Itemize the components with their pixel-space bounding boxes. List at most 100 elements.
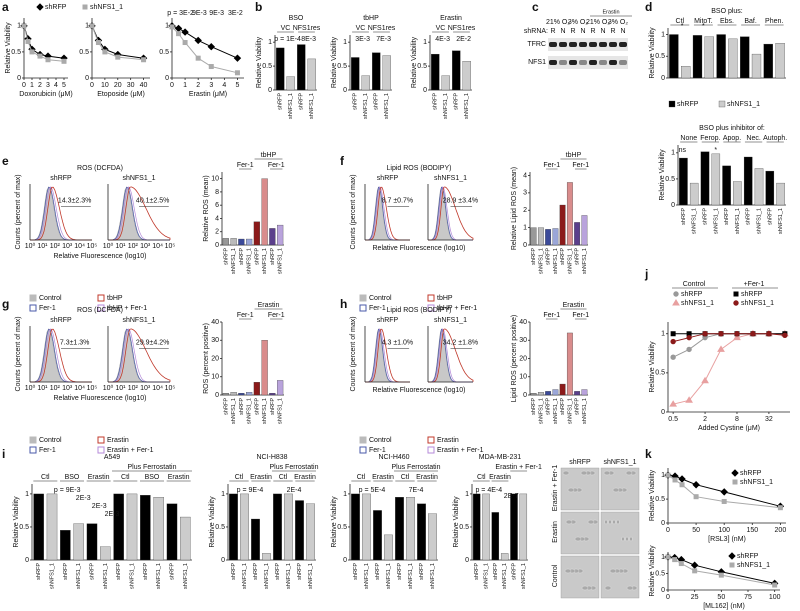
y-tick-label: 3 xyxy=(523,190,527,197)
annotation: 7E-3 xyxy=(376,36,391,43)
y-tick-label: 1 xyxy=(165,23,169,30)
category-label: shRFP xyxy=(397,563,403,580)
bar xyxy=(406,497,415,561)
y-tick-label: 1 xyxy=(343,491,347,498)
category-label: shRFP xyxy=(474,563,480,580)
flow-plot-name: shRFP xyxy=(377,175,399,182)
category-label: shRFP xyxy=(724,208,730,225)
bar xyxy=(679,157,688,206)
flow-treated xyxy=(428,328,474,383)
x-tick-label: 1 xyxy=(30,82,34,89)
x-tick-label: 100 xyxy=(769,594,781,601)
bar xyxy=(372,52,381,91)
y-tick-label: 10 xyxy=(211,175,219,182)
flow-x-tick: 10⁰ xyxy=(103,384,114,392)
y-axis-label: Relative Viability xyxy=(659,149,666,201)
y-tick-label: 10 xyxy=(519,374,527,381)
cell xyxy=(625,470,633,476)
category-label: shRFP xyxy=(275,563,281,580)
y-tick-label: 6 xyxy=(215,202,219,209)
marker xyxy=(686,346,692,353)
legend-label: Erastin + Fer-1 xyxy=(107,447,154,454)
marker xyxy=(670,338,676,345)
group-header: Erastin xyxy=(372,474,394,481)
category-label: shNFS1_1 xyxy=(502,563,508,589)
y-tick-label: 1 xyxy=(523,224,527,231)
group-header: Fer-1 xyxy=(543,312,560,319)
legend-swatch xyxy=(359,294,367,302)
bar xyxy=(240,493,249,561)
category-label: shNFS1_1 xyxy=(778,208,784,234)
micrograph-row: Erastin + Fer-1 xyxy=(552,465,559,512)
flow-x-tick: 10⁴ xyxy=(74,385,85,392)
legend-marker xyxy=(673,291,679,297)
bar xyxy=(763,43,773,79)
bar xyxy=(704,36,714,79)
flow-plot-name: shRFP xyxy=(50,317,72,324)
x-tick-label: 200 xyxy=(775,527,787,534)
x-axis-label: Erastin (μM) xyxy=(189,91,227,98)
y-tick-label: 1 xyxy=(17,23,21,30)
group-header: Fer-1 xyxy=(572,312,589,319)
annotation: p = 9E-4 xyxy=(237,487,264,494)
flow-plot-name: shNFS1_1 xyxy=(434,175,467,182)
annotation: * xyxy=(681,23,684,30)
category-label: shRFP xyxy=(143,563,149,580)
flow-x-tick: 10¹ xyxy=(115,385,126,392)
bar xyxy=(246,392,253,396)
panel-label: b xyxy=(255,0,262,14)
category-label: shNFS1_1 xyxy=(262,398,268,424)
legend-label: tbHP + Fer-1 xyxy=(437,305,477,312)
cell xyxy=(567,487,575,493)
category-label: shNFS1_1 xyxy=(364,563,370,589)
bar xyxy=(222,238,229,246)
bar xyxy=(740,36,750,79)
legend-label: shNFS1_1 xyxy=(727,101,760,108)
marker xyxy=(194,36,202,45)
category-label: shNFS1_1 xyxy=(567,248,573,274)
annotation: * xyxy=(714,147,717,154)
category-label: shNFS1_1 xyxy=(288,93,294,119)
category-label: shRFP xyxy=(353,563,359,580)
category-label: shRFP xyxy=(433,93,439,110)
flow-x-tick: 10⁰ xyxy=(25,242,36,250)
bar xyxy=(692,35,703,79)
marker xyxy=(195,55,201,61)
group-header: NFS1res xyxy=(368,25,396,32)
flow-x-label: Relative Fluorescence (log10) xyxy=(373,387,466,394)
blot-lane: N xyxy=(560,28,565,35)
bar xyxy=(417,503,426,561)
legend-marker xyxy=(733,300,739,306)
flow-treated xyxy=(428,186,474,241)
category-label: shNFS1_1 xyxy=(443,93,449,119)
marker xyxy=(679,482,685,488)
bar xyxy=(269,228,276,246)
bar xyxy=(711,153,721,206)
y-axis-label: Relative Viability xyxy=(649,469,656,521)
x-tick-label: 5 xyxy=(62,82,66,89)
flow-x-tick: 10⁴ xyxy=(74,243,85,250)
legend-marker xyxy=(82,4,88,10)
marker xyxy=(207,42,215,51)
y-tick-label: 40 xyxy=(519,319,527,326)
blot-membrane xyxy=(548,56,628,69)
category-label: shRFP xyxy=(560,248,566,265)
bar xyxy=(574,391,581,396)
bar xyxy=(100,546,111,561)
group-header: Erastin xyxy=(88,474,110,481)
category-label: shRFP xyxy=(546,398,552,415)
category-label: shNFS1_1 xyxy=(231,248,237,274)
marker xyxy=(690,561,699,569)
y-tick-label: 0.5 xyxy=(159,49,169,56)
group-header: Fer-1 xyxy=(572,162,589,169)
legend-label: Control xyxy=(39,295,62,302)
category-label: shRFP xyxy=(767,208,773,225)
group-header: Fer-1 xyxy=(268,162,285,169)
group-header: tbHP xyxy=(261,152,277,159)
legend-label: Control xyxy=(39,437,62,444)
cell xyxy=(612,519,616,525)
group-header: Erastin xyxy=(258,302,280,309)
cell xyxy=(564,568,572,574)
legend-label: shRFP xyxy=(737,553,759,560)
bar xyxy=(754,168,764,206)
